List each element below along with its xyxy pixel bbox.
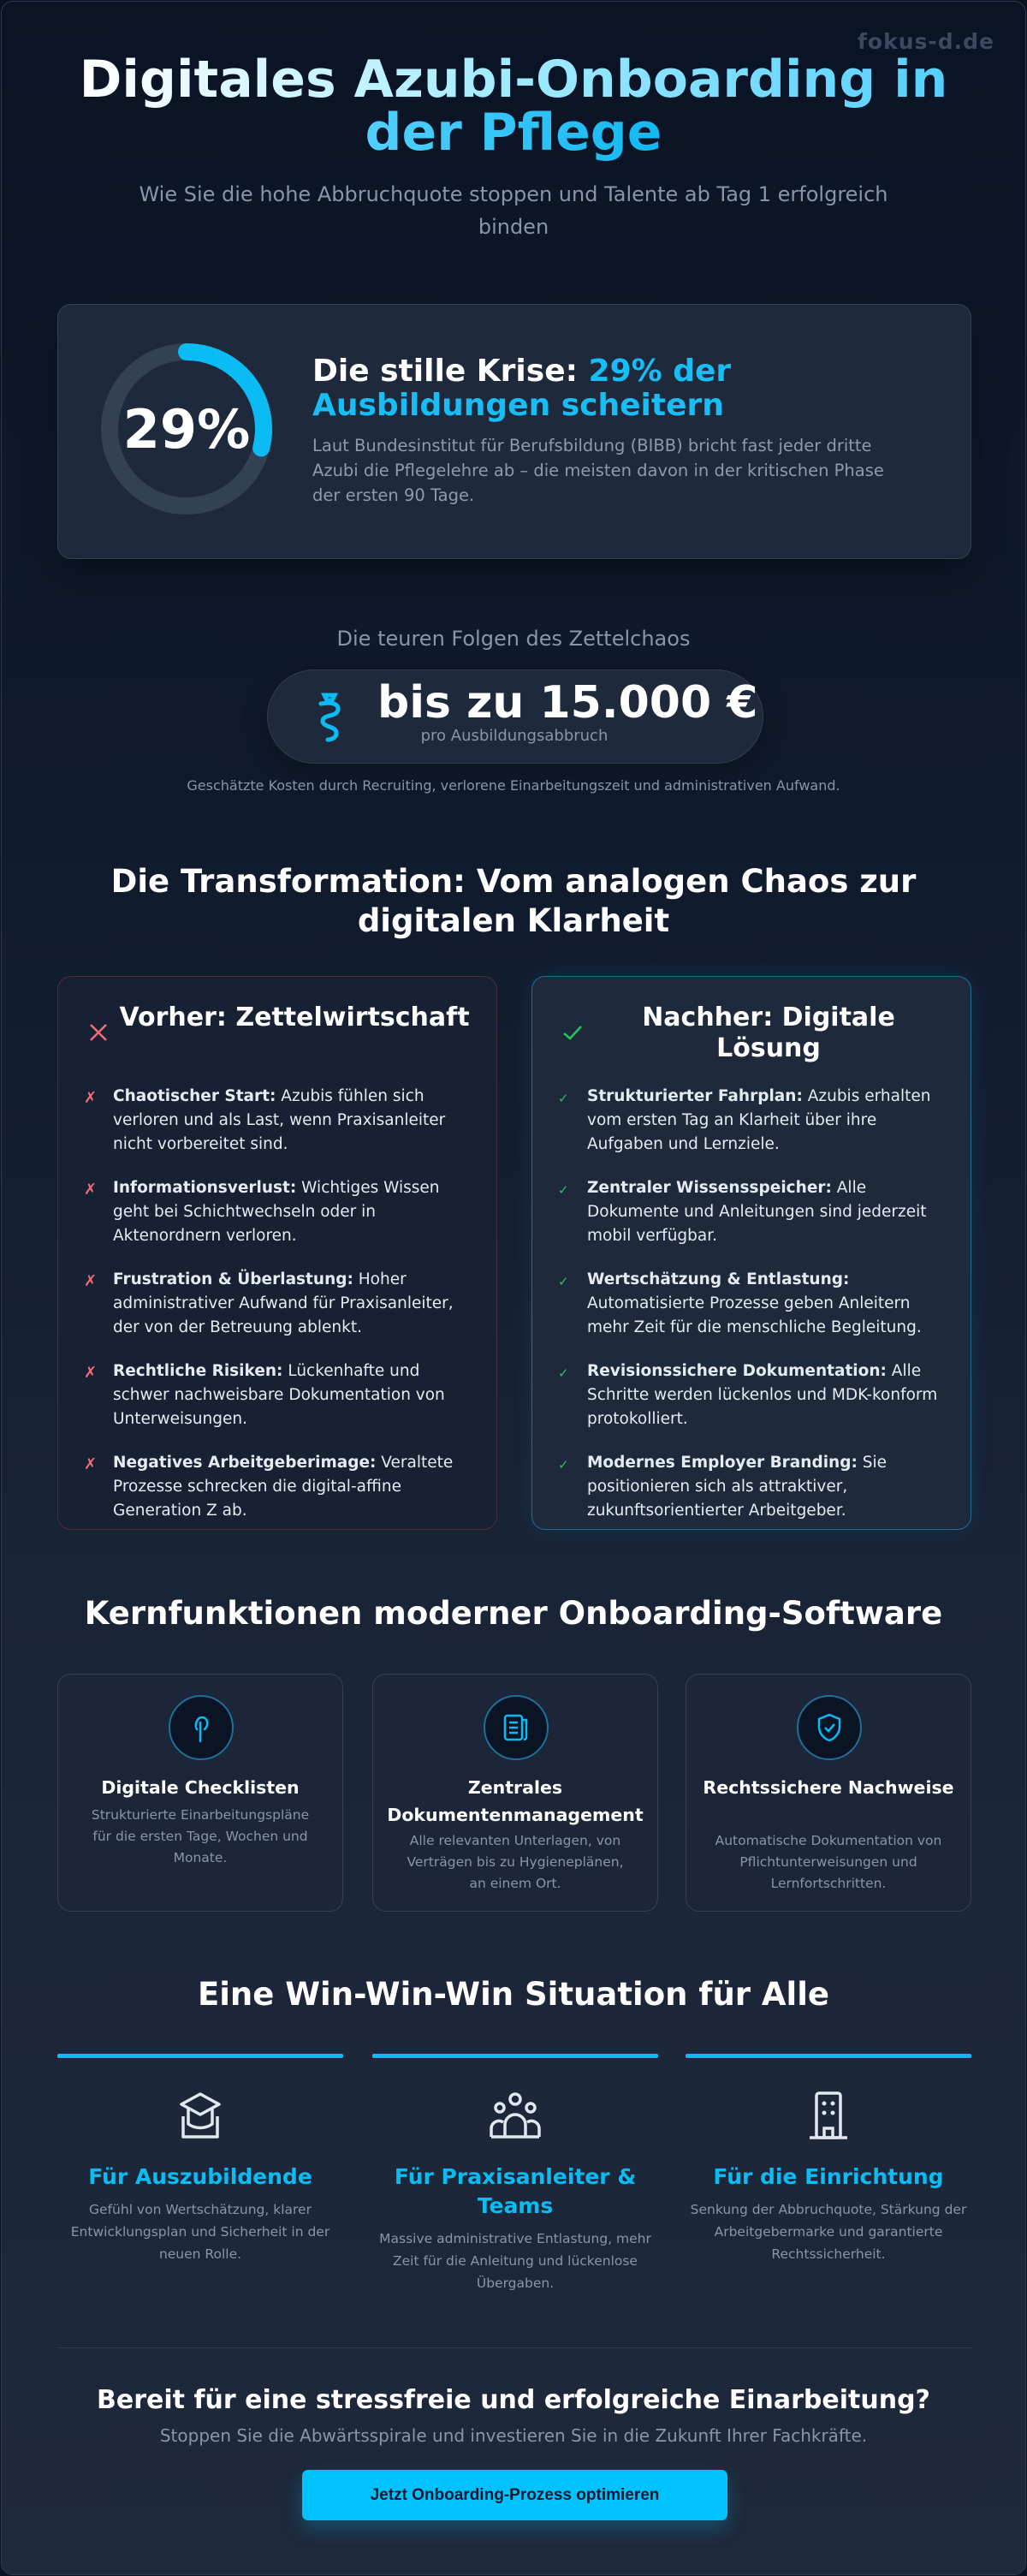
cross-icon: ✗ xyxy=(84,1089,98,1107)
progress-ring-arc xyxy=(101,343,272,515)
list-item: ✓ Modernes Employer Branding: Sie positio… xyxy=(558,1451,941,1523)
cost-per: pro Ausbildungsabbruch xyxy=(420,727,608,745)
graduation-cap-icon xyxy=(180,2092,221,2139)
winwin-column: Für Praxisanleiter & Teams Massive admin… xyxy=(372,2054,658,2294)
cross-icon: ✗ xyxy=(84,1364,98,1382)
watermark: fokus-d.de xyxy=(858,29,994,54)
list-item: ✗ Frustration & Überlastung: Hoher admini… xyxy=(84,1268,467,1340)
list-item: ✓ Strukturierter Fahrplan: Azubis erhalte… xyxy=(558,1085,941,1157)
close-icon xyxy=(90,1024,107,1041)
winwin-title: Für Praxisanleiter & Teams xyxy=(394,2164,637,2218)
feature-text: Automatische Dokumentation von Pflichtun… xyxy=(715,1833,942,1891)
winwin-title: Für Auszubildende xyxy=(88,2164,312,2189)
after-card: Nachher: Digitale Lösung ✓ Strukturierter… xyxy=(531,976,971,1530)
list-item: ✗ Informationsverlust: Wichtiges Wissen g… xyxy=(84,1176,467,1248)
check-icon: ✓ xyxy=(558,1091,569,1106)
section-divider xyxy=(58,2347,972,2348)
team-icon xyxy=(490,2092,541,2139)
list-item-text: Zentraler Wissensspeicher: Alle Dokument… xyxy=(587,1179,927,1245)
transformation-heading: Die Transformation: Vom analogen Chaos z… xyxy=(110,863,917,939)
cross-icon: ✗ xyxy=(84,1181,98,1199)
winwin-text: Massive administrative Entlastung, mehr … xyxy=(379,2231,651,2291)
crisis-card: 29% Die stille Krise: 29% der Ausbildung… xyxy=(57,304,971,559)
list-item-text: Revisionssichere Dokumentation: Alle Sch… xyxy=(587,1362,938,1428)
check-icon: ✓ xyxy=(558,1457,569,1472)
list-item-text: Negatives Arbeitgeberimage: Veraltete Pr… xyxy=(113,1454,454,1520)
crisis-heading: Die stille Krise: 29% der Ausbildungen s… xyxy=(312,354,732,423)
list-item-text: Informationsverlust: Wichtiges Wissen ge… xyxy=(113,1179,440,1245)
feature-title: Digitale Checklisten xyxy=(101,1777,300,1798)
cross-icon: ✗ xyxy=(84,1272,98,1290)
money-bag-icon xyxy=(318,693,341,742)
page-title: Digitales Azubi-Onboarding in der Pflege xyxy=(79,50,948,163)
list-item: ✓ Wertschätzung & Entlastung: Automatisie… xyxy=(558,1268,941,1340)
cta-subtitle: Stoppen Sie die Abwärtsspirale und inves… xyxy=(159,2425,868,2446)
feature-card: Digitale Checklisten Strukturierte Einar… xyxy=(57,1674,343,1912)
check-icon xyxy=(563,1026,582,1040)
before-list: ✗ Chaotischer Start: Azubis fühlen sich v… xyxy=(84,1085,467,1543)
ring-value: 29% xyxy=(122,397,251,461)
list-item: ✗ Rechtliche Risiken: Lückenhafte und sch… xyxy=(84,1359,467,1431)
accent-bar xyxy=(57,2054,343,2058)
cost-pill: bis zu 15.000 € pro Ausbildungsabbruch xyxy=(267,669,763,764)
feature-title: Zentrales Dokumentenmanagement xyxy=(387,1777,644,1825)
after-list: ✓ Strukturierter Fahrplan: Azubis erhalte… xyxy=(558,1085,941,1543)
page-subtitle: Wie Sie die hohe Abbruchquote stoppen un… xyxy=(139,182,888,239)
winwin-title: Für die Einrichtung xyxy=(713,2164,944,2189)
touch-icon xyxy=(169,1695,234,1760)
winwin-text: Gefühl von Wertschätzung, klarer Entwick… xyxy=(70,2202,330,2262)
after-title: Nachher: Digitale Lösung xyxy=(642,1002,895,1063)
list-item: ✓ Revisionssichere Dokumentation: Alle Sc… xyxy=(558,1359,941,1431)
accent-bar xyxy=(372,2054,658,2058)
shield-check-icon xyxy=(797,1695,862,1760)
cross-icon: ✗ xyxy=(84,1455,98,1473)
list-item-text: Frustration & Überlastung: Hoher adminis… xyxy=(113,1270,454,1336)
accent-bar xyxy=(686,2054,971,2058)
cost-note: Geschätzte Kosten durch Recruiting, verl… xyxy=(187,777,840,794)
list-item-text: Chaotischer Start: Azubis fühlen sich ve… xyxy=(113,1087,446,1153)
winwin-column: Für die Einrichtung Senkung der Abbruchq… xyxy=(686,2054,971,2265)
winwin-column: Für Auszubildende Gefühl von Wertschätzu… xyxy=(57,2054,343,2265)
feature-text: Alle relevanten Unterlagen, von Verträge… xyxy=(407,1833,624,1891)
list-item-text: Strukturierter Fahrplan: Azubis erhalten… xyxy=(587,1087,931,1153)
feature-text: Strukturierte Einarbeitungspläne für die… xyxy=(91,1807,310,1865)
list-item-text: Modernes Employer Branding: Sie position… xyxy=(587,1454,887,1520)
feature-card: Zentrales Dokumentenmanagement Alle rele… xyxy=(372,1674,658,1912)
feature-card: Rechtssichere Nachweise Automatische Dok… xyxy=(686,1674,971,1912)
cost-label: Die teuren Folgen des Zettelchaos xyxy=(336,627,691,651)
before-card: Vorher: Zettelwirtschaft ✗ Chaotischer St… xyxy=(57,976,497,1530)
list-item: ✗ Chaotischer Start: Azubis fühlen sich v… xyxy=(84,1085,467,1157)
progress-ring xyxy=(101,343,272,515)
cost-value: bis zu 15.000 € xyxy=(377,677,758,729)
check-icon: ✓ xyxy=(558,1365,569,1381)
winwin-text: Senkung der Abbruchquote, Stärkung der A… xyxy=(690,2202,967,2262)
list-item: ✓ Zentraler Wissensspeicher: Alle Dokumen… xyxy=(558,1176,941,1248)
document-icon xyxy=(484,1695,549,1760)
before-title: Vorher: Zettelwirtschaft xyxy=(119,1002,470,1032)
cta-heading: Bereit für eine stressfreie und erfolgre… xyxy=(97,2385,930,2415)
check-icon: ✓ xyxy=(558,1274,569,1289)
building-icon xyxy=(810,2091,847,2139)
check-icon: ✓ xyxy=(558,1182,569,1198)
winwin-heading: Eine Win-Win-Win Situation für Alle xyxy=(197,1976,830,2013)
list-item-text: Rechtliche Risiken: Lückenhafte und schw… xyxy=(113,1362,445,1428)
list-item: ✗ Negatives Arbeitgeberimage: Veraltete P… xyxy=(84,1451,467,1523)
feature-title: Rechtssichere Nachweise xyxy=(703,1777,954,1798)
features-heading: Kernfunktionen moderner Onboarding-Softw… xyxy=(84,1595,943,1632)
list-item-text: Wertschätzung & Entlastung: Automatisier… xyxy=(587,1270,922,1336)
crisis-text: Laut Bundesinstitut für Berufsbildung (B… xyxy=(312,436,884,505)
cta-button[interactable]: Jetzt Onboarding-Prozess optimieren xyxy=(302,2470,727,2520)
